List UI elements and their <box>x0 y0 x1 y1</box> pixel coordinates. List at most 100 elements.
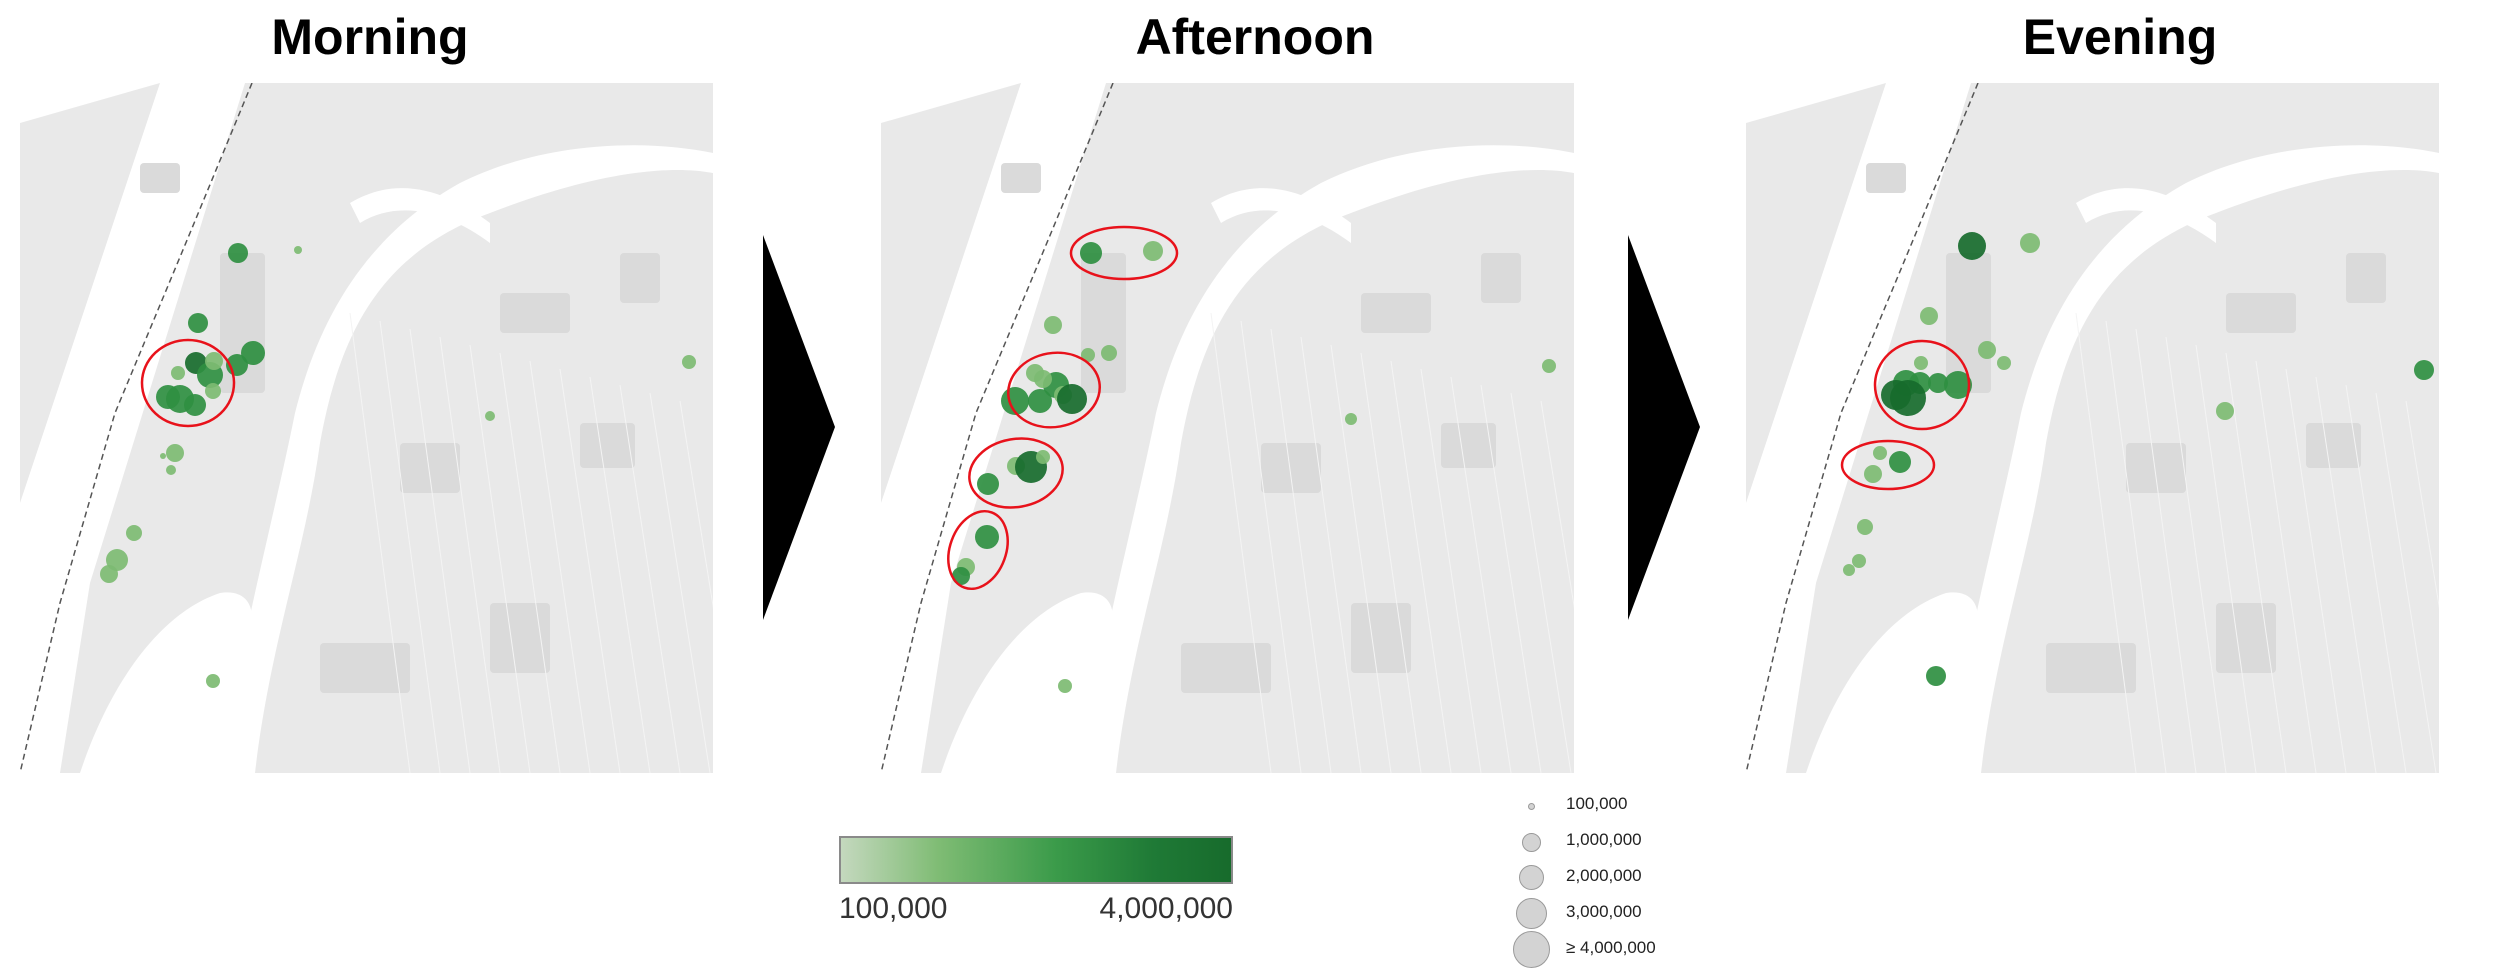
data-circle <box>1944 371 1972 399</box>
street-line <box>349 312 411 773</box>
street-line <box>439 336 501 773</box>
size-circle-icon <box>1528 803 1535 810</box>
data-circle <box>171 366 185 380</box>
land-area <box>881 83 1021 503</box>
river-water <box>941 592 1113 773</box>
park-area <box>2346 253 2386 303</box>
size-legend-row: 3,000,000 <box>1480 898 1700 934</box>
street-line <box>2105 320 2167 773</box>
data-circle <box>2414 360 2434 380</box>
street-line <box>1240 320 1302 773</box>
river-water <box>1211 188 1351 243</box>
size-legend-row: ≥ 4,000,000 <box>1480 931 1700 970</box>
data-circle <box>1542 359 1556 373</box>
highlight-ellipse <box>140 338 236 428</box>
street-line <box>2255 360 2317 773</box>
park-area <box>1866 163 1906 193</box>
state-boundary-line <box>881 83 1114 773</box>
panel-title-afternoon: Afternoon <box>1135 9 1375 65</box>
data-circle <box>1978 341 1996 359</box>
street-line <box>2225 352 2287 773</box>
data-circle <box>1889 451 1911 473</box>
size-legend-row: 100,000 <box>1480 790 1700 826</box>
street-line <box>679 400 713 609</box>
street-line <box>1450 376 1512 773</box>
park-area <box>1181 643 1271 693</box>
park-area <box>1481 253 1521 303</box>
data-circle <box>184 394 206 416</box>
street-line <box>559 368 621 773</box>
panel-title-evening: Evening <box>2022 9 2218 65</box>
size-legend-label: 2,000,000 <box>1566 866 1642 885</box>
park-area <box>2306 423 2361 468</box>
data-circle <box>1997 356 2011 370</box>
data-circle <box>1080 242 1102 264</box>
street-line <box>1390 360 1452 773</box>
data-circle <box>1958 232 1986 260</box>
data-circle <box>1345 413 1357 425</box>
park-area <box>1946 253 1991 393</box>
park-area <box>1361 293 1431 333</box>
street-line <box>2135 328 2197 773</box>
park-area <box>1001 163 1041 193</box>
data-circle <box>1920 307 1938 325</box>
street-line <box>2285 368 2347 773</box>
park-area <box>2216 603 2276 673</box>
street-line <box>2345 384 2407 773</box>
size-legend-label: 100,000 <box>1566 794 1628 813</box>
data-circle <box>294 246 302 254</box>
state-boundary-line <box>20 83 253 773</box>
data-circle <box>1843 564 1855 576</box>
data-circle <box>1101 345 1117 361</box>
data-circle <box>1857 519 1873 535</box>
river-water <box>1806 592 1978 773</box>
color-legend-max: 4,000,000 <box>1099 892 1233 925</box>
park-area <box>2126 443 2186 493</box>
street-line <box>409 328 471 773</box>
size-legend-label: 3,000,000 <box>1566 902 1642 921</box>
data-circle <box>1873 446 1887 460</box>
data-circle <box>1864 465 1882 483</box>
map-canvas <box>1746 83 2439 773</box>
color-gradient-bar <box>839 836 1233 884</box>
data-circle <box>485 411 495 421</box>
highlight-ellipse <box>1840 439 1936 491</box>
size-legend-label: 1,000,000 <box>1566 830 1642 849</box>
street-line <box>1540 400 1574 609</box>
street-line <box>2165 336 2227 773</box>
data-circle <box>975 525 999 549</box>
data-circle <box>1926 666 1946 686</box>
arrow-right-icon <box>1628 235 1700 620</box>
river-water <box>1081 145 1574 773</box>
street-line <box>1300 336 1362 773</box>
data-circle <box>1852 554 1866 568</box>
data-circle <box>977 473 999 495</box>
street-line <box>2405 400 2439 609</box>
data-circle <box>1057 384 1087 414</box>
data-circle <box>1028 389 1052 413</box>
data-circle <box>206 674 220 688</box>
data-circle <box>100 565 118 583</box>
river-water <box>80 592 252 773</box>
data-circle <box>228 243 248 263</box>
map-morning <box>20 83 713 773</box>
park-area <box>140 163 180 193</box>
data-circle <box>1026 364 1044 382</box>
data-circle <box>1928 373 1948 393</box>
data-circle <box>2020 233 2040 253</box>
data-circle <box>160 453 166 459</box>
data-circle <box>1036 450 1050 464</box>
size-legend-row: 1,000,000 <box>1480 826 1700 862</box>
river-water <box>350 188 490 243</box>
data-circle <box>1044 316 1062 334</box>
data-circle <box>241 341 265 365</box>
map-afternoon <box>881 83 1574 773</box>
state-boundary-line <box>1746 83 1979 773</box>
street-line <box>1510 392 1572 773</box>
park-area <box>490 603 550 673</box>
street-line <box>1420 368 1482 773</box>
park-area <box>500 293 570 333</box>
street-line <box>2195 344 2257 773</box>
park-area <box>1261 443 1321 493</box>
data-circle <box>1058 679 1072 693</box>
